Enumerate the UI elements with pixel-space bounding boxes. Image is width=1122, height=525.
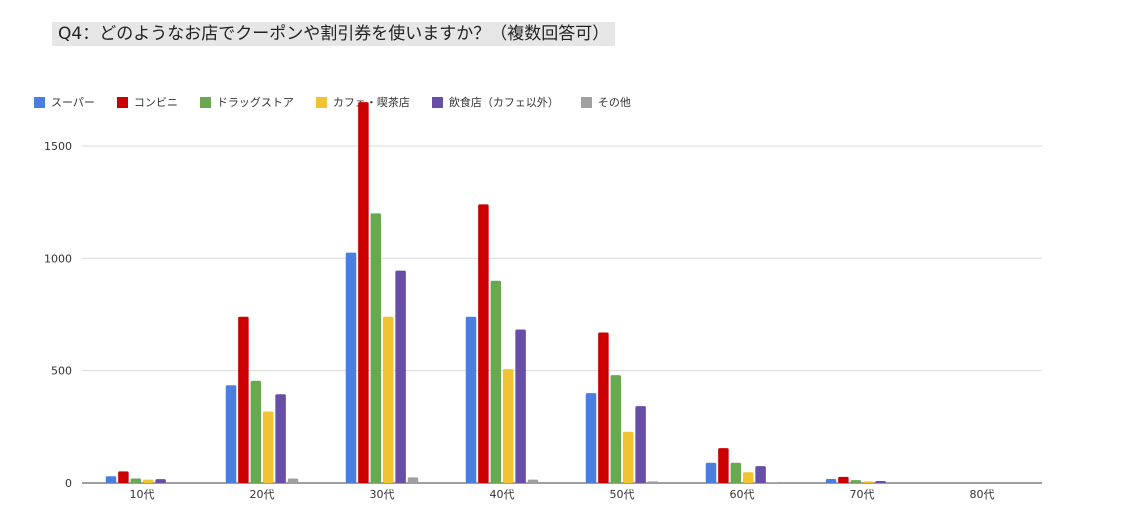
bar [635, 406, 646, 483]
legend-swatch [116, 96, 128, 108]
legend-swatch [315, 96, 327, 108]
bar [465, 316, 477, 483]
legend-label: スーパー [51, 96, 95, 109]
legend-item: コンビニ [116, 94, 178, 110]
bar [262, 411, 274, 483]
bar [527, 479, 539, 483]
bar [275, 394, 286, 483]
bar [155, 479, 166, 483]
bar [502, 369, 514, 483]
bars [105, 102, 886, 484]
y-tick-label: 0 [65, 477, 72, 490]
legend-item: ドラッグストア [199, 94, 294, 110]
chart-legend: スーパー コンビニ ドラッグストア カフェ・喫茶店 飲食店（カフェ以外） その他 [34, 94, 653, 110]
bar [345, 252, 357, 483]
bar [730, 462, 742, 483]
legend-item: 飲食店（カフェ以外） [431, 94, 559, 110]
bar [718, 448, 729, 483]
bar [142, 479, 154, 483]
bar [825, 478, 837, 483]
bar [490, 280, 502, 483]
x-tick-label: 80代 [970, 488, 995, 501]
bar [647, 481, 659, 483]
bar [238, 316, 249, 483]
legend-item: カフェ・喫茶店 [315, 94, 410, 110]
bar [515, 329, 526, 483]
bar [130, 478, 142, 483]
bar [862, 481, 874, 483]
bar [395, 270, 406, 483]
legend-swatch [431, 96, 443, 108]
bar [382, 316, 394, 483]
x-tick-label: 50代 [610, 488, 635, 501]
legend-swatch [199, 96, 211, 108]
bar [105, 476, 117, 483]
bar [370, 213, 382, 483]
bar [358, 102, 369, 484]
bar [875, 480, 886, 483]
legend-label: コンビニ [133, 96, 178, 109]
bar [287, 478, 299, 483]
bar [478, 204, 489, 484]
y-tick-label: 1000 [44, 252, 72, 265]
chart-title: Q4：どのようなお店でクーポンや割引券を使いますか？（複数回答可） [52, 22, 616, 46]
y-tick-label: 500 [51, 365, 72, 378]
legend-item: スーパー [34, 94, 95, 110]
legend-item: その他 [580, 94, 631, 110]
x-tick-label: 20代 [250, 488, 275, 501]
legend-label: カフェ・喫茶店 [332, 96, 410, 109]
bar [850, 480, 862, 483]
axes: 0 500 1000 1500 10代 20代 30代 40代 50代 60代 70代 80代 [44, 140, 995, 501]
bar [755, 466, 766, 483]
x-tick-label: 40代 [490, 488, 515, 501]
bar [838, 476, 849, 483]
legend-label: 飲食店（カフェ以外） [448, 96, 559, 109]
bar [585, 393, 597, 483]
bar [610, 375, 622, 483]
bar [225, 385, 237, 483]
bar [118, 471, 129, 483]
bar [705, 462, 717, 483]
bar [742, 472, 754, 483]
legend-label: その他 [597, 96, 631, 109]
x-tick-label: 10代 [130, 488, 155, 501]
x-tick-label: 70代 [850, 488, 875, 501]
x-tick-label: 60代 [730, 488, 755, 501]
legend-swatch [580, 96, 592, 108]
x-tick-label: 30代 [370, 488, 395, 501]
legend-label: ドラッグストア [216, 96, 294, 109]
bar [250, 380, 262, 483]
bar [622, 431, 634, 483]
bar [598, 332, 609, 483]
legend-swatch [34, 96, 45, 108]
y-tick-label: 1500 [44, 140, 72, 153]
bar [407, 477, 419, 483]
